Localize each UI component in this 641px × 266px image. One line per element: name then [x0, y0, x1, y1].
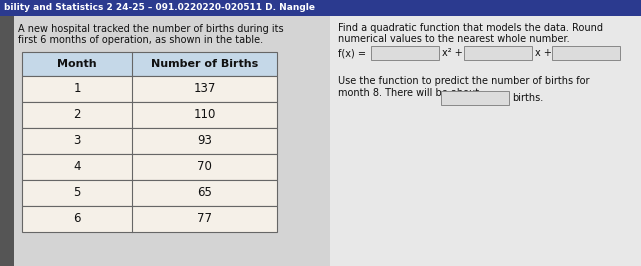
Bar — [22, 76, 277, 102]
Text: 93: 93 — [197, 135, 212, 148]
Text: 77: 77 — [197, 213, 212, 226]
Text: numerical values to the nearest whole number.: numerical values to the nearest whole nu… — [338, 34, 570, 44]
Bar — [0, 0, 641, 16]
Text: Find a quadratic function that models the data. Round: Find a quadratic function that models th… — [338, 23, 603, 33]
Text: 1: 1 — [73, 82, 81, 95]
Text: 137: 137 — [194, 82, 215, 95]
Bar — [22, 128, 277, 154]
Bar — [371, 46, 439, 60]
Bar — [0, 16, 14, 266]
Bar — [552, 46, 620, 60]
Bar — [22, 102, 277, 128]
Bar — [0, 16, 330, 266]
Text: bility and Statistics 2 24-25 – 091.0220220-020511 D. Nangle: bility and Statistics 2 24-25 – 091.0220… — [4, 3, 315, 13]
Bar — [22, 180, 277, 206]
Text: 65: 65 — [197, 186, 212, 200]
Text: Month: Month — [57, 59, 97, 69]
Bar — [22, 154, 277, 180]
Bar — [464, 46, 532, 60]
Text: 6: 6 — [73, 213, 81, 226]
Text: 70: 70 — [197, 160, 212, 173]
Bar — [441, 91, 509, 105]
Text: 110: 110 — [194, 109, 215, 122]
Bar — [330, 16, 641, 266]
Text: 3: 3 — [73, 135, 81, 148]
Bar — [22, 52, 277, 76]
Text: births.: births. — [512, 93, 544, 103]
Text: Number of Births: Number of Births — [151, 59, 258, 69]
Text: Use the function to predict the number of births for: Use the function to predict the number o… — [338, 76, 590, 86]
Text: 4: 4 — [73, 160, 81, 173]
Text: A new hospital tracked the number of births during its: A new hospital tracked the number of bir… — [18, 24, 283, 34]
Text: x +: x + — [535, 48, 552, 58]
Text: 2: 2 — [73, 109, 81, 122]
Text: 5: 5 — [73, 186, 81, 200]
Text: month 8. There will be about: month 8. There will be about — [338, 88, 479, 98]
Text: x² +: x² + — [442, 48, 463, 58]
Text: f(x) =: f(x) = — [338, 48, 366, 58]
Bar — [22, 206, 277, 232]
Text: first 6 months of operation, as shown in the table.: first 6 months of operation, as shown in… — [18, 35, 263, 45]
